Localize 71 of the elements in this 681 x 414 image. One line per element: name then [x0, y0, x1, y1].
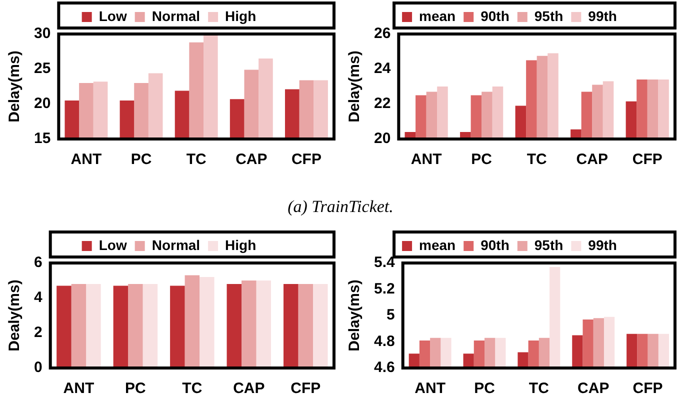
x-tick-label: TC — [526, 151, 548, 168]
y-tick-label: 20 — [34, 95, 51, 112]
legend-label: mean — [419, 236, 456, 253]
y-tick-label: 24 — [374, 60, 392, 78]
bar — [284, 284, 298, 368]
legend-label: 95th — [534, 236, 564, 253]
bar — [113, 286, 128, 368]
y-tick-label: 4.8 — [374, 332, 395, 350]
y-tick-label: 5 — [386, 306, 395, 324]
bar — [242, 280, 256, 368]
bar — [142, 284, 158, 368]
bar — [256, 280, 272, 368]
legend-label: Normal — [152, 236, 200, 253]
bar — [86, 284, 101, 368]
legend-label: 95th — [534, 8, 564, 24]
y-tick-label: 5.2 — [374, 280, 395, 298]
y-tick-label: 30 — [34, 25, 51, 42]
bar — [184, 275, 200, 368]
legend-label: 99th — [588, 8, 617, 24]
bar — [313, 284, 328, 368]
x-tick-label: CAP — [578, 380, 610, 398]
x-tick-label: PC — [474, 380, 496, 398]
x-tick-label: TC — [186, 151, 207, 168]
legend-label: Low — [98, 236, 127, 253]
legend-label: 90th — [480, 8, 510, 24]
x-tick-label: CFP — [290, 380, 321, 398]
y-tick-label: 20 — [374, 130, 391, 148]
y-tick-label: 26 — [374, 25, 391, 42]
legend-label: High — [225, 8, 256, 24]
y-axis-title: Dealy(ms) — [6, 280, 24, 352]
bar — [128, 284, 143, 368]
x-tick-label: ANT — [70, 151, 102, 168]
x-tick-label: CFP — [291, 151, 322, 168]
legend-label: Normal — [152, 8, 200, 24]
bar — [56, 286, 72, 368]
x-tick-label: ANT — [414, 380, 446, 398]
legend-label: High — [225, 236, 256, 253]
x-tick-label: CAP — [233, 380, 265, 398]
x-tick-label: CAP — [236, 151, 268, 168]
y-tick-label: 5.4 — [374, 254, 396, 272]
x-tick-label: ANT — [63, 380, 94, 398]
x-tick-label: PC — [130, 151, 152, 168]
x-tick-label: CAP — [576, 151, 608, 168]
x-tick-label: CFP — [632, 151, 662, 168]
legend-label: mean — [419, 8, 456, 24]
y-tick-label: 6 — [34, 254, 42, 272]
bar — [170, 286, 185, 368]
x-tick-label: PC — [125, 380, 146, 398]
x-tick-label: TC — [528, 380, 550, 398]
y-axis-title: Delay(ms) — [346, 50, 364, 122]
x-tick-label: CFP — [632, 380, 663, 398]
bar — [298, 284, 314, 368]
text: (a) TrainTicket. — [286, 196, 394, 218]
y-tick-label: 4 — [34, 289, 43, 306]
y-tick-label: 0 — [34, 359, 42, 376]
legend-label: Low — [98, 8, 127, 24]
x-tick-label: PC — [471, 151, 492, 168]
y-axis-title: Delay(ms) — [346, 280, 364, 352]
bar — [200, 277, 214, 368]
legend-label: 90th — [480, 236, 510, 253]
y-axis-title: Delay(ms) — [6, 50, 24, 122]
y-tick-label: 15 — [34, 130, 51, 148]
bar — [71, 284, 86, 368]
x-tick-label: ANT — [410, 151, 442, 168]
y-tick-label: 22 — [374, 95, 391, 112]
legend-label: 99th — [588, 236, 617, 253]
bar — [226, 284, 242, 368]
y-tick-label: 4.6 — [374, 359, 395, 376]
y-tick-label: 25 — [34, 60, 51, 78]
y-tick-label: 2 — [34, 324, 42, 342]
x-tick-label: TC — [182, 380, 202, 398]
